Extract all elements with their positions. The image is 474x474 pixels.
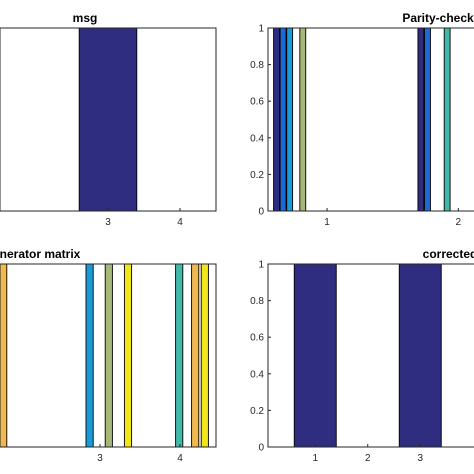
parity-ytick-label-4: 0.6 [250, 97, 264, 108]
generator-bars [0, 263, 209, 448]
parity-bar-1 [273, 27, 280, 212]
corrected-axes-frame [267, 263, 474, 448]
parity-bar-6 [424, 27, 431, 212]
corrected-bar-1 [293, 263, 337, 448]
parity-ytick-label-6: 1 [258, 24, 264, 35]
parity-ytick-label-5: 0.8 [250, 60, 264, 71]
msg-xtick-label-1: 3 [105, 217, 111, 228]
generator-bar-2 [85, 263, 94, 448]
parity-axes-frame [267, 27, 474, 212]
generator-bar-7 [200, 263, 209, 448]
corrected-ytick-label-4: 0.6 [250, 333, 264, 344]
generator-bar-3 [104, 263, 113, 448]
generator-bar-6 [191, 263, 200, 448]
generator-xtick-label-2: 4 [177, 453, 183, 464]
msg-bar-1 [78, 27, 138, 212]
corrected-xtick-label-2: 2 [365, 453, 371, 464]
generator-bar-5 [175, 263, 184, 448]
parity-bar-5 [417, 27, 425, 212]
corrected-ytick-label-5: 0.8 [250, 296, 264, 307]
corrected-xtick-label-3: 3 [417, 453, 423, 464]
corrected-ytick-label-2: 0.2 [250, 406, 264, 417]
corrected-ticks: 1 2 3 0 0.2 0.4 0.6 0.8 1 [250, 260, 423, 465]
generator-xtick-label-1: 3 [97, 453, 103, 464]
msg-bars [78, 27, 138, 212]
parity-xtick-label-2: 2 [456, 217, 462, 228]
generator-bar-4 [123, 263, 133, 448]
corrected-panel: corrected 1 2 3 0 0.2 0.4 0.6 0.8 1 [250, 247, 474, 464]
msg-xtick-label-2: 4 [177, 217, 183, 228]
generator-bar-1 [0, 263, 8, 448]
msg-title: msg [73, 11, 98, 25]
corrected-ytick-label-6: 1 [258, 260, 264, 271]
parity-bar-2 [279, 27, 287, 212]
parity-panel: Parity-check 1 2 0 0.2 0.4 0.6 0.8 1 [250, 11, 474, 228]
parity-xtick-label-1: 1 [324, 217, 330, 228]
parity-bar-7 [443, 27, 451, 212]
generator-axes-frame [0, 263, 217, 448]
parity-title: Parity-check [402, 11, 474, 25]
parity-ytick-label-2: 0.2 [250, 170, 264, 181]
corrected-ytick-label-1: 0 [258, 443, 264, 454]
corrected-bars [293, 263, 442, 448]
corrected-ytick-label-3: 0.4 [250, 369, 264, 380]
parity-bar-4 [299, 27, 307, 212]
parity-bars [273, 27, 451, 212]
generator-title: nerator matrix [0, 247, 81, 261]
parity-ytick-label-1: 0 [258, 207, 264, 218]
parity-ticks: 1 2 0 0.2 0.4 0.6 0.8 1 [250, 24, 461, 229]
corrected-title: corrected [423, 247, 474, 261]
corrected-xtick-label-1: 1 [312, 453, 318, 464]
corrected-bar-2 [398, 263, 442, 448]
parity-ytick-label-3: 0.4 [250, 133, 264, 144]
parity-bar-3 [286, 27, 294, 212]
